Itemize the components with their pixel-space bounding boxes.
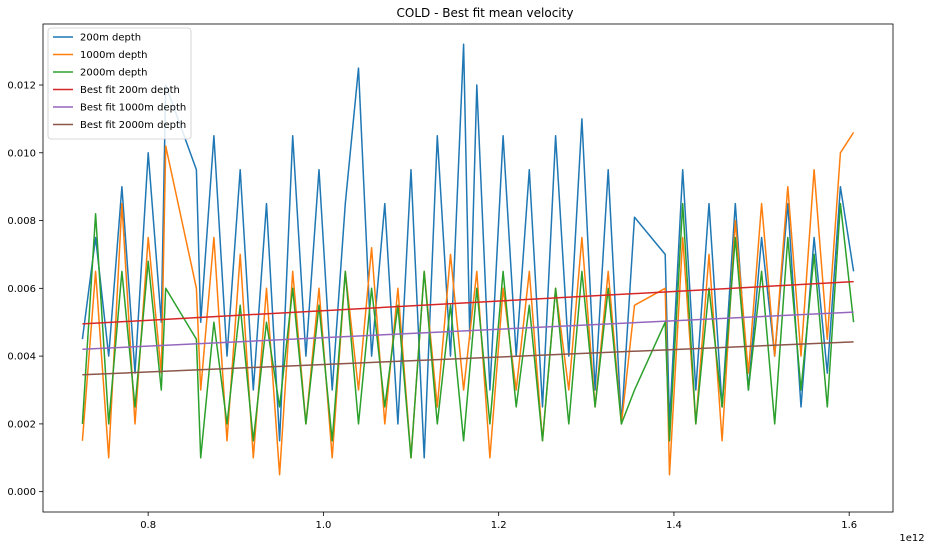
legend-box [47,27,192,140]
y-axis: 0.000 0.002 0.004 0.006 0.008 0.010 0.012 [7,81,43,498]
x-tick-label: 1.4 [666,520,682,531]
y-tick-label: 0.004 [7,352,36,363]
plot-area [81,43,855,476]
chart-title: COLD - Best fit mean velocity [397,6,574,20]
x-tick-label: 0.8 [140,520,156,531]
legend-label: Best fit 1000m depth [80,103,186,114]
x-tick-label: 1.2 [491,520,507,531]
y-tick-label: 0.002 [7,419,36,430]
y-tick-label: 0.006 [7,284,36,295]
legend-label: 1000m depth [80,50,147,61]
axes-frame [42,23,894,513]
legend-label: 2000m depth [80,68,147,79]
legend-label: Best fit 200m depth [80,85,180,96]
series-line-4 [82,311,854,351]
x-tick-label: 1.6 [841,520,857,531]
x-axis: 0.8 1.0 1.2 1.4 1.6 [140,512,857,531]
legend-label: Best fit 2000m depth [80,120,186,131]
y-tick-label: 0.012 [7,81,36,92]
y-tick-label: 0.008 [7,216,36,227]
series-line-5 [82,341,854,376]
legend: 200m depth 1000m depth 2000m depth Best fit… [47,27,192,140]
series-line-1 [81,131,855,476]
y-tick-label: 0.010 [7,148,36,159]
x-tick-label: 1.0 [315,520,331,531]
y-tick-label: 0.000 [7,487,36,498]
legend-label: 200m depth [80,33,141,44]
series-line-2 [81,202,855,459]
x-axis-offset-label: 1e12 [899,533,924,544]
series-line-3 [82,280,854,325]
